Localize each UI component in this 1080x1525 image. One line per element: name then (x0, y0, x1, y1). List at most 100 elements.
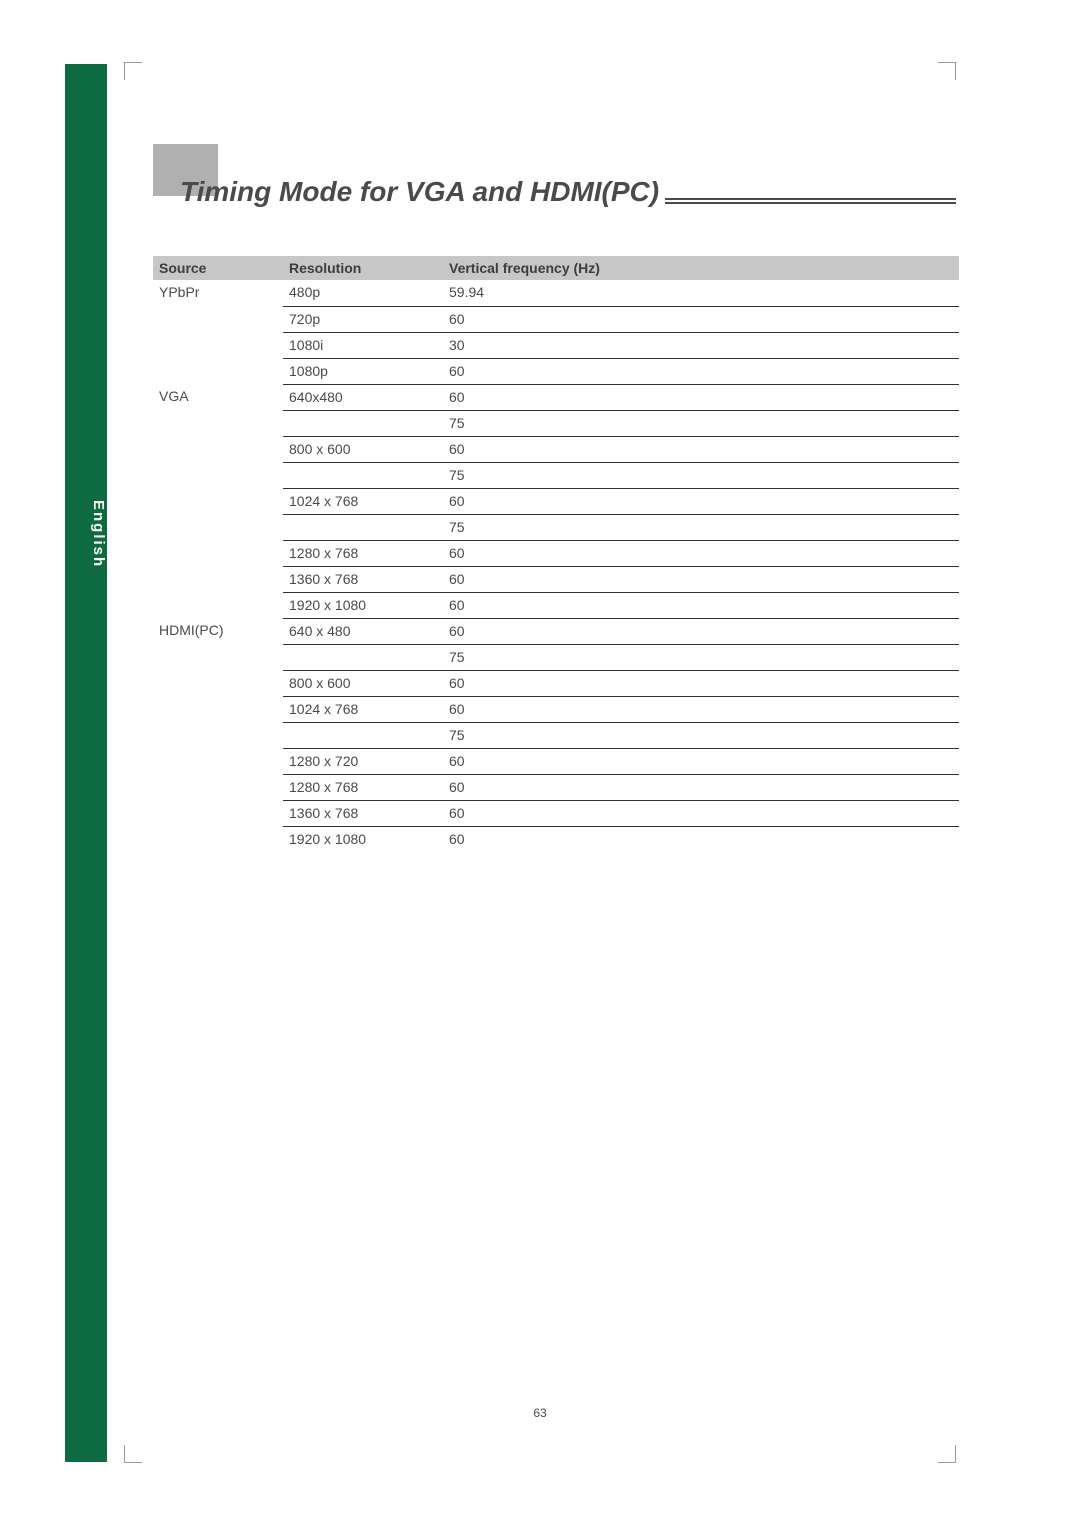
cell-source (153, 436, 283, 462)
cell-frequency: 60 (443, 800, 959, 826)
side-green-bar (65, 64, 107, 1462)
cell-resolution: 1280 x 720 (283, 748, 443, 774)
cell-source (153, 540, 283, 566)
table-row: 1920 x 108060 (153, 592, 959, 618)
cell-source (153, 306, 283, 332)
cell-resolution: 800 x 600 (283, 670, 443, 696)
cell-frequency: 60 (443, 618, 959, 644)
table-row: 1024 x 76860 (153, 696, 959, 722)
crop-mark-bl (124, 1445, 142, 1463)
table-row: 1280 x 76860 (153, 540, 959, 566)
cell-frequency: 75 (443, 410, 959, 436)
crop-mark-tr (938, 62, 956, 80)
cell-source (153, 488, 283, 514)
cell-source (153, 514, 283, 540)
col-header-source: Source (153, 256, 283, 280)
table-row: 720p60 (153, 306, 959, 332)
cell-source (153, 774, 283, 800)
table-row: 75 (153, 644, 959, 670)
cell-source (153, 592, 283, 618)
cell-resolution: 1920 x 1080 (283, 592, 443, 618)
page-title: Timing Mode for VGA and HDMI(PC) (180, 176, 665, 208)
cell-resolution: 1024 x 768 (283, 696, 443, 722)
cell-resolution: 720p (283, 306, 443, 332)
cell-frequency: 60 (443, 384, 959, 410)
timing-table-wrap: Source Resolution Vertical frequency (Hz… (153, 256, 959, 852)
cell-frequency: 60 (443, 566, 959, 592)
table-row: 75 (153, 514, 959, 540)
cell-frequency: 75 (443, 644, 959, 670)
cell-resolution: 800 x 600 (283, 436, 443, 462)
cell-resolution: 480p (283, 280, 443, 306)
cell-source (153, 748, 283, 774)
cell-resolution: 1920 x 1080 (283, 826, 443, 852)
cell-resolution: 640x480 (283, 384, 443, 410)
table-header-row: Source Resolution Vertical frequency (Hz… (153, 256, 959, 280)
cell-frequency: 60 (443, 826, 959, 852)
table-row: 800 x 60060 (153, 436, 959, 462)
cell-frequency: 60 (443, 774, 959, 800)
cell-source: YPbPr (153, 280, 283, 306)
page-number: 63 (0, 1406, 1080, 1420)
col-header-resolution: Resolution (283, 256, 443, 280)
table-row: 1280 x 72060 (153, 748, 959, 774)
cell-resolution (283, 644, 443, 670)
table-row: 1280 x 76860 (153, 774, 959, 800)
cell-resolution: 1024 x 768 (283, 488, 443, 514)
cell-source (153, 358, 283, 384)
cell-frequency: 60 (443, 670, 959, 696)
cell-source (153, 462, 283, 488)
table-row: 1024 x 76860 (153, 488, 959, 514)
language-label: English (65, 500, 107, 568)
cell-source: HDMI(PC) (153, 618, 283, 644)
cell-frequency: 60 (443, 540, 959, 566)
cell-source (153, 800, 283, 826)
table-row: YPbPr480p59.94 (153, 280, 959, 306)
cell-resolution (283, 462, 443, 488)
cell-frequency: 75 (443, 514, 959, 540)
table-row: 1360 x 76860 (153, 800, 959, 826)
table-row: 1360 x 76860 (153, 566, 959, 592)
cell-resolution (283, 410, 443, 436)
title-rule (665, 198, 956, 204)
cell-frequency: 60 (443, 436, 959, 462)
cell-source (153, 410, 283, 436)
title-row: Timing Mode for VGA and HDMI(PC) (180, 172, 956, 212)
timing-table: Source Resolution Vertical frequency (Hz… (153, 256, 959, 852)
cell-resolution: 1080i (283, 332, 443, 358)
cell-resolution: 1080p (283, 358, 443, 384)
cell-frequency: 60 (443, 358, 959, 384)
table-row: 1080p60 (153, 358, 959, 384)
cell-frequency: 60 (443, 696, 959, 722)
cell-frequency: 60 (443, 748, 959, 774)
table-row: 75 (153, 462, 959, 488)
cell-source (153, 722, 283, 748)
cell-source (153, 826, 283, 852)
table-row: 800 x 60060 (153, 670, 959, 696)
cell-frequency: 60 (443, 592, 959, 618)
cell-frequency: 75 (443, 722, 959, 748)
table-row: HDMI(PC)640 x 48060 (153, 618, 959, 644)
cell-source (153, 332, 283, 358)
table-row: VGA640x48060 (153, 384, 959, 410)
cell-frequency: 60 (443, 488, 959, 514)
cell-frequency: 60 (443, 306, 959, 332)
col-header-frequency: Vertical frequency (Hz) (443, 256, 959, 280)
cell-frequency: 75 (443, 462, 959, 488)
table-row: 1920 x 108060 (153, 826, 959, 852)
table-row: 1080i30 (153, 332, 959, 358)
cell-source (153, 644, 283, 670)
cell-resolution: 1280 x 768 (283, 774, 443, 800)
cell-resolution (283, 722, 443, 748)
cell-resolution: 1360 x 768 (283, 800, 443, 826)
cell-source (153, 670, 283, 696)
table-row: 75 (153, 410, 959, 436)
cell-resolution: 1360 x 768 (283, 566, 443, 592)
crop-mark-tl (124, 62, 142, 80)
cell-resolution (283, 514, 443, 540)
crop-mark-br (938, 1445, 956, 1463)
cell-source (153, 566, 283, 592)
table-row: 75 (153, 722, 959, 748)
cell-frequency: 59.94 (443, 280, 959, 306)
cell-frequency: 30 (443, 332, 959, 358)
